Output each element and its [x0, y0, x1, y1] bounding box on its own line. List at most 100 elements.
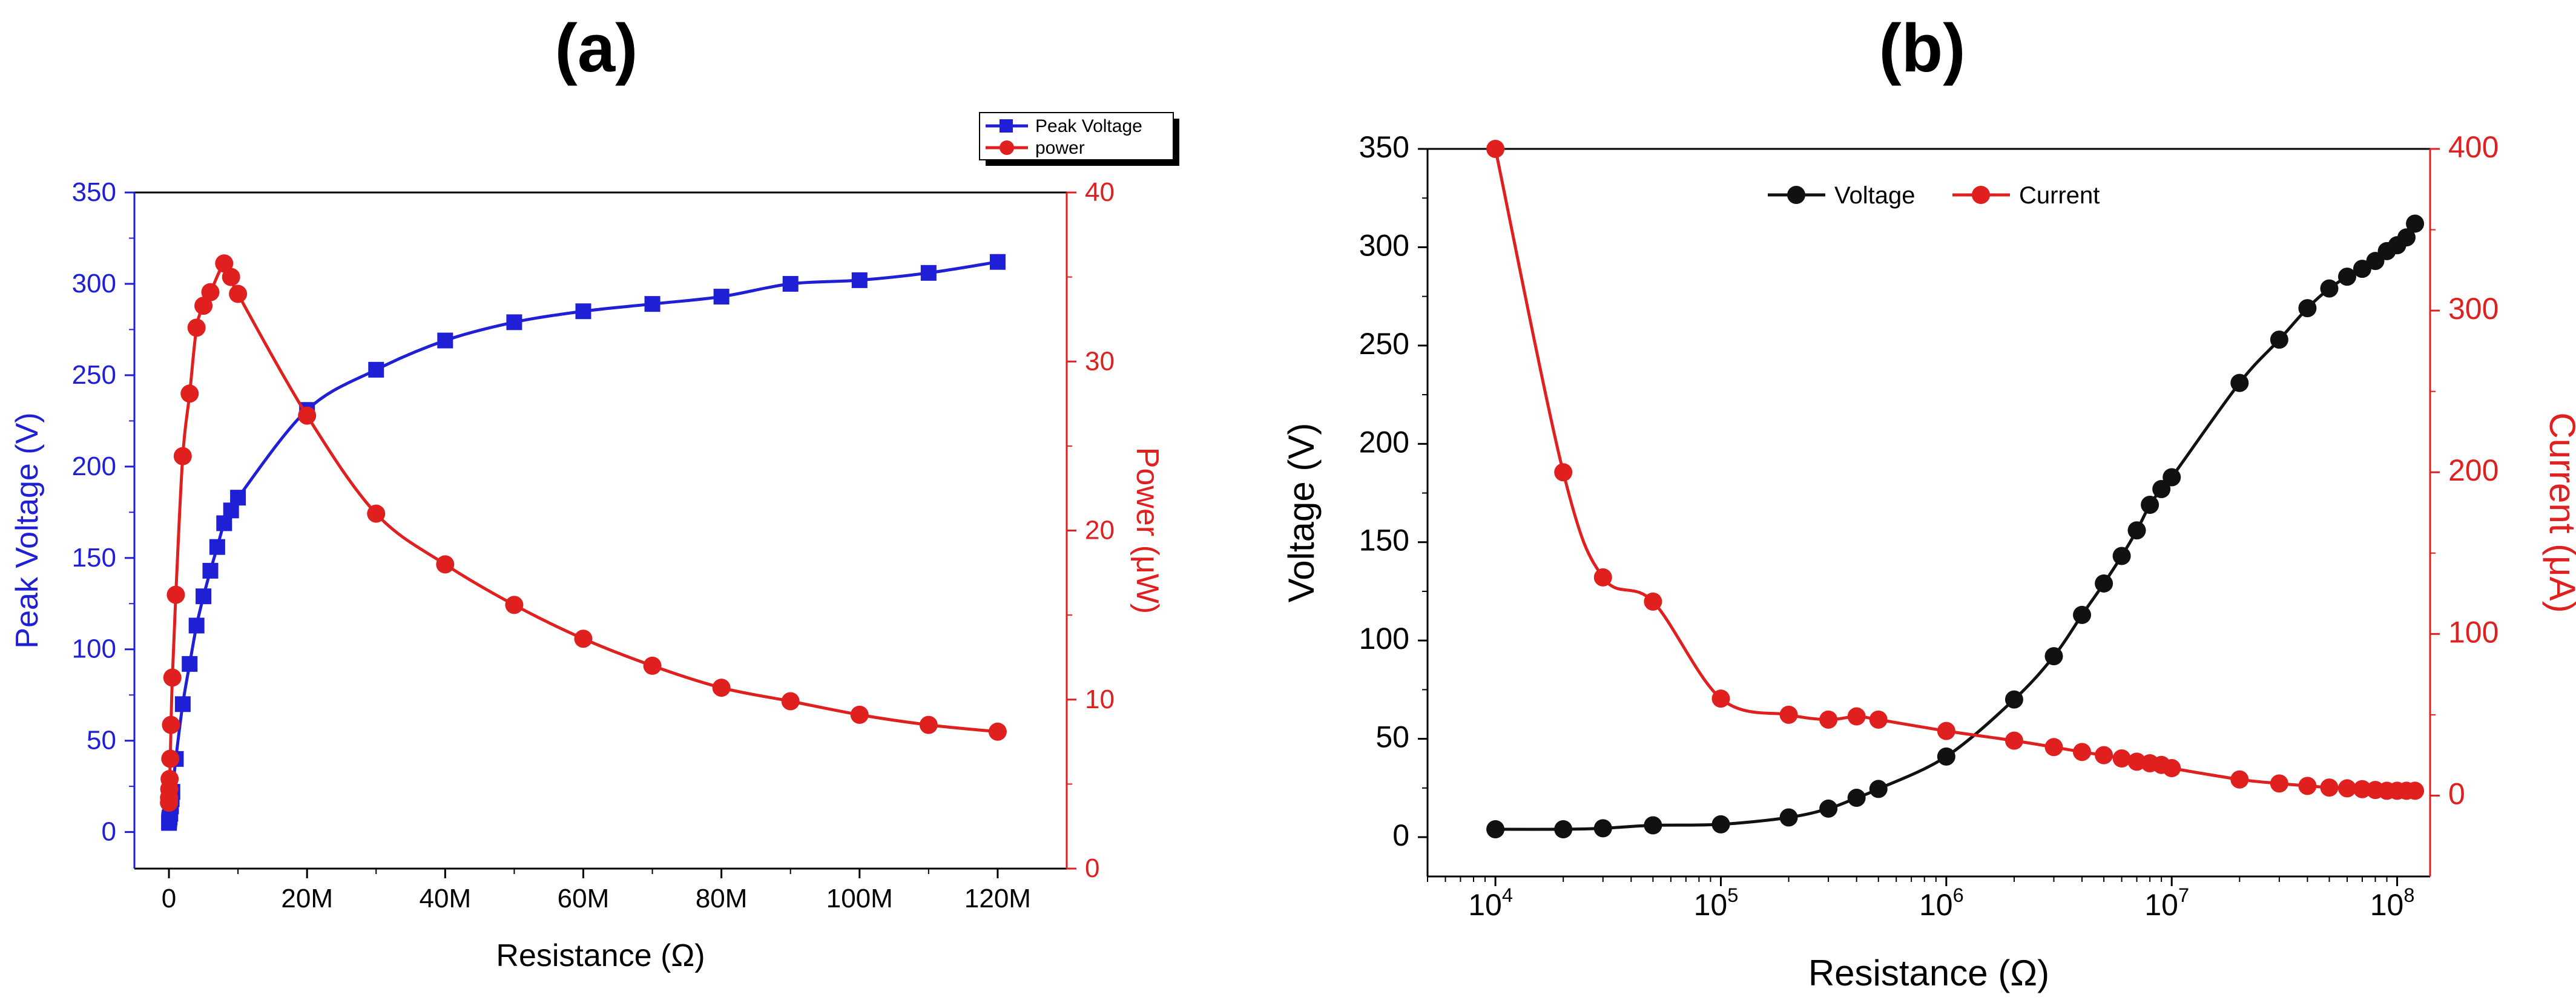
data-point — [920, 265, 937, 281]
y-tick-label: 150 — [72, 543, 116, 573]
x-tick-label: 105 — [1694, 884, 1739, 922]
y2-tick-label: 200 — [2448, 453, 2499, 487]
data-point — [215, 254, 234, 273]
legend-marker — [1000, 119, 1013, 133]
panel-label: (b) — [1879, 10, 1965, 86]
x-tick-label: 106 — [1919, 884, 1964, 922]
data-point — [2337, 779, 2356, 798]
data-point — [506, 314, 522, 330]
data-point — [2004, 731, 2023, 750]
data-point — [1711, 815, 1730, 833]
y2-axis-title: Current (μA) — [2542, 412, 2576, 613]
left-y-tick-labels: 0 50 100 150 200 250 300 350 — [1359, 130, 1428, 852]
x-tick-label: 20M — [281, 884, 333, 913]
data-point — [2353, 260, 2371, 278]
x-tick-label: 104 — [1468, 884, 1513, 922]
data-point — [187, 318, 206, 337]
y-tick-label: 250 — [1359, 327, 1409, 361]
right-y-tick-labels: 0 10 20 30 40 — [1067, 177, 1115, 883]
y2-tick-label: 20 — [1085, 516, 1115, 545]
legend: Voltage Current — [1768, 182, 2100, 209]
data-point — [2397, 228, 2416, 247]
data-point — [1819, 799, 1838, 818]
data-point — [1644, 592, 1662, 611]
y-tick-label: 200 — [72, 452, 116, 481]
data-point — [2152, 480, 2171, 499]
data-point — [1644, 816, 1662, 835]
data-point — [2230, 770, 2249, 789]
x-axis-title: Resistance (Ω) — [496, 938, 705, 973]
data-point — [2320, 778, 2339, 797]
data-point — [2044, 647, 2063, 666]
data-point — [202, 562, 219, 579]
data-point — [2073, 743, 2092, 761]
data-point — [2270, 330, 2288, 349]
data-point — [713, 289, 730, 305]
data-point — [436, 555, 455, 574]
data-point — [180, 384, 199, 403]
data-point — [505, 596, 524, 614]
data-point — [229, 284, 248, 303]
data-point — [2406, 781, 2425, 800]
data-point — [1869, 780, 1888, 798]
panel-b-chart: (b)104 105 106 107 1080501001502002503003500… — [1281, 10, 2576, 993]
data-point — [2230, 373, 2249, 392]
data-point — [174, 696, 191, 712]
data-point — [988, 722, 1007, 741]
data-point — [368, 361, 384, 378]
y-tick-label: 100 — [72, 634, 116, 664]
y2-tick-label: 0 — [2448, 777, 2465, 810]
legend-label: Current — [2019, 182, 2100, 209]
y-tick-label: 100 — [1359, 622, 1409, 656]
data-point — [2270, 774, 2288, 793]
data-point — [196, 588, 212, 605]
data-point — [781, 692, 800, 711]
x-tick-label: 120M — [964, 884, 1031, 913]
data-point — [182, 656, 198, 672]
data-point — [644, 296, 660, 312]
data-point — [1937, 747, 1955, 766]
left-y-tick-labels: 0 50 100 150 200 250 300 350 — [72, 177, 134, 847]
y-tick-label: 200 — [1359, 425, 1409, 459]
data-point — [209, 539, 225, 555]
series-current — [1486, 140, 2425, 800]
x-tick-label: 107 — [2144, 884, 2189, 922]
y2-tick-label: 0 — [1085, 853, 1099, 883]
legend-marker — [1787, 186, 1805, 204]
data-point — [712, 679, 731, 697]
y-tick-label: 150 — [1359, 524, 1409, 557]
panel-a-chart: (a)0 20M 40M 60M 80M 100M 120M0501001502002503… — [10, 10, 1179, 973]
data-point — [1486, 820, 1505, 839]
data-point — [1554, 820, 1573, 839]
y2-tick-label: 30 — [1085, 346, 1115, 376]
y-tick-label: 50 — [87, 726, 116, 755]
data-point — [230, 490, 246, 506]
series-voltage — [1486, 214, 2425, 839]
x-tick-label: 40M — [420, 884, 472, 913]
data-point — [2095, 746, 2113, 764]
y2-tick-label: 40 — [1085, 177, 1115, 207]
data-point — [1819, 710, 1838, 729]
data-point — [643, 656, 662, 675]
y-tick-label: 300 — [72, 269, 116, 298]
panel-label: (a) — [555, 10, 638, 86]
data-point — [1847, 707, 1866, 726]
data-point — [2112, 749, 2131, 768]
data-point — [2044, 738, 2063, 757]
data-point — [2127, 521, 2146, 540]
data-point — [851, 272, 868, 288]
data-point — [2406, 214, 2425, 233]
data-point — [2112, 547, 2131, 565]
data-point — [989, 254, 1006, 270]
data-point — [782, 275, 799, 292]
x-axis-title: Resistance (Ω) — [1808, 953, 2049, 993]
data-point — [298, 406, 317, 425]
data-point — [222, 268, 240, 286]
series-line — [167, 261, 998, 803]
data-point — [2163, 759, 2181, 778]
y2-tick-label: 300 — [2448, 292, 2499, 326]
data-point — [1869, 710, 1888, 729]
x-tick-label: 0 — [162, 884, 176, 913]
